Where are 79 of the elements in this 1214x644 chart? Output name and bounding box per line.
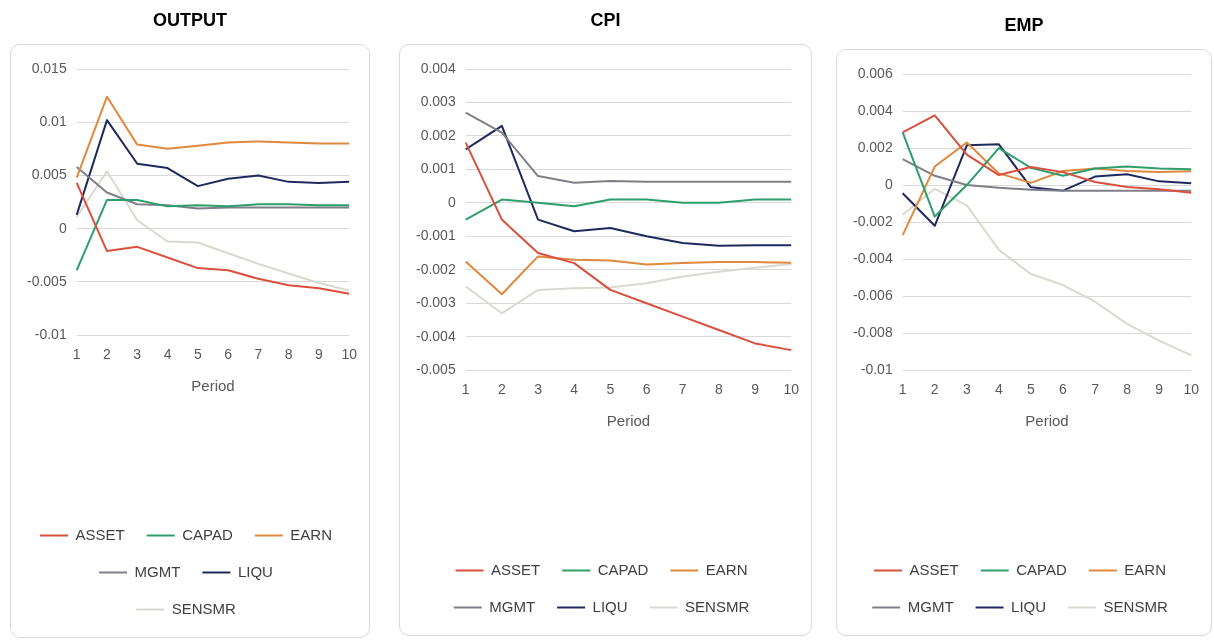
legend-label: SENSMR	[1103, 597, 1168, 615]
x-tick-label: 9	[1155, 381, 1164, 398]
x-tick-label: 3	[962, 381, 971, 398]
x-tick-label: 10	[341, 346, 358, 363]
x-tick-label: 7	[1091, 381, 1100, 398]
y-tick-label: -0.004	[852, 249, 893, 266]
legend-label: EARN	[705, 560, 748, 578]
legend-label: LIQU	[592, 597, 628, 615]
y-tick-label: 0	[884, 175, 893, 192]
legend-label: ASSET	[75, 525, 125, 543]
x-tick-label: 5	[606, 381, 615, 398]
x-tick-label: 1	[72, 346, 81, 363]
x-tick-label: 10	[1183, 381, 1200, 398]
y-tick-label: -0.01	[860, 361, 893, 378]
y-tick-label: 0.01	[39, 113, 67, 130]
legend-label: LIQU	[237, 562, 273, 580]
x-tick-label: 4	[570, 381, 579, 398]
legend-label: SENSMR	[171, 599, 236, 617]
x-tick-label: 6	[1059, 381, 1068, 398]
legend-label: CAPAD	[597, 560, 649, 578]
y-tick-label: 0.003	[420, 93, 456, 110]
x-tick-label: 8	[1123, 381, 1132, 398]
legend-label: EARN	[290, 525, 332, 543]
legend-label: ASSET	[491, 560, 541, 578]
x-tick-label: 8	[284, 346, 293, 363]
x-tick-label: 1	[898, 381, 907, 398]
legend-label: LIQU	[1011, 597, 1047, 615]
x-tick-label: 6	[224, 346, 233, 363]
legend-label: SENSMR	[685, 597, 750, 615]
y-tick-label: -0.003	[415, 294, 456, 311]
x-tick-label: 7	[678, 381, 687, 398]
chart-title: CPI	[589, 10, 622, 32]
x-tick-label: 2	[497, 381, 506, 398]
y-tick-label: -0.005	[415, 361, 456, 378]
legend-label: CAPAD	[1016, 560, 1067, 578]
y-tick-label: -0.004	[415, 327, 456, 344]
x-tick-label: 5	[1027, 381, 1036, 398]
y-tick-label: 0.001	[420, 160, 456, 177]
chart-title: EMP	[1003, 15, 1045, 37]
x-axis-title: Period	[606, 412, 651, 430]
y-tick-label: 0.006	[857, 64, 893, 81]
x-tick-label: 10	[783, 381, 800, 398]
x-tick-label: 3	[133, 346, 142, 363]
x-tick-label: 5	[193, 346, 202, 363]
y-tick-label: -0.002	[852, 212, 893, 229]
y-tick-label: 0	[58, 219, 67, 236]
y-tick-label: -0.006	[852, 287, 893, 304]
y-tick-label: 0	[447, 193, 456, 210]
y-tick-label: 0.002	[420, 126, 456, 143]
y-tick-label: -0.01	[34, 326, 67, 343]
y-tick-label: 0.002	[857, 138, 893, 155]
legend-label: MGMT	[134, 562, 181, 580]
y-tick-label: 0.004	[857, 101, 893, 118]
legend-label: MGMT	[489, 597, 536, 615]
x-tick-label: 1	[461, 381, 470, 398]
y-tick-label: 0.004	[420, 59, 456, 76]
legend-label: EARN	[1124, 560, 1166, 578]
y-tick-label: -0.005	[26, 272, 67, 289]
x-axis-title: Period	[191, 377, 235, 395]
x-tick-label: 9	[315, 346, 324, 363]
x-tick-label: 4	[163, 346, 172, 363]
y-tick-label: 0.015	[31, 59, 67, 76]
x-axis-title: Period	[1025, 412, 1069, 430]
x-tick-label: 2	[930, 381, 939, 398]
x-tick-label: 7	[254, 346, 263, 363]
x-tick-label: 2	[103, 346, 112, 363]
y-tick-label: 0.005	[31, 166, 67, 183]
legend-label: CAPAD	[182, 525, 233, 543]
chart-title: OUTPUT	[152, 10, 228, 32]
y-tick-label: -0.001	[415, 227, 456, 244]
x-tick-label: 6	[642, 381, 651, 398]
x-tick-label: 9	[751, 381, 760, 398]
legend-label: MGMT	[907, 597, 954, 615]
legend-label: ASSET	[909, 560, 959, 578]
y-tick-label: -0.002	[415, 260, 456, 277]
y-tick-label: -0.008	[852, 324, 893, 341]
x-tick-label: 8	[714, 381, 723, 398]
x-tick-label: 3	[534, 381, 543, 398]
x-tick-label: 4	[994, 381, 1003, 398]
